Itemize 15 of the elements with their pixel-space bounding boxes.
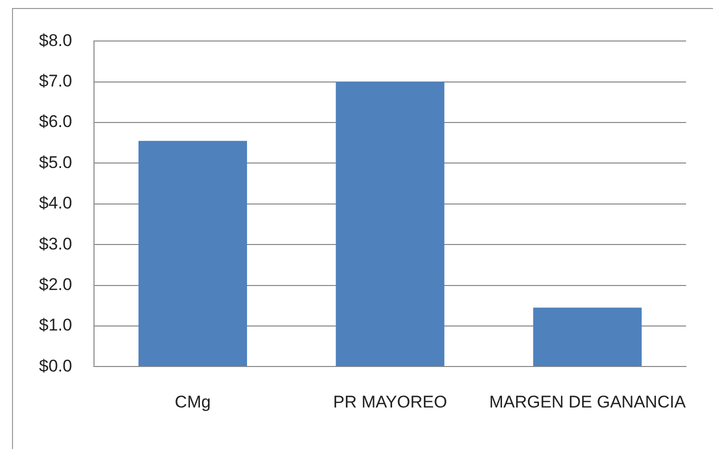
bar: [533, 308, 642, 366]
x-tick-label: CMg: [174, 392, 211, 412]
y-tick-label: $4.0: [38, 194, 72, 213]
y-tick-label: $3.0: [38, 234, 72, 254]
y-tick-label: $0.0: [38, 356, 72, 376]
y-tick-label: $1.0: [38, 316, 72, 335]
y-tick-label: $5.0: [38, 152, 72, 172]
y-tick-label: $6.0: [38, 112, 72, 132]
x-tick-label: MARGEN DE GANANCIA: [489, 392, 686, 412]
bar: [336, 82, 444, 366]
y-tick-label: $7.0: [38, 72, 72, 91]
y-tick-label: $2.0: [38, 274, 72, 294]
bar: [138, 140, 248, 366]
y-tick-label: $8.0: [38, 30, 72, 50]
x-tick-label: PR MAYOREO: [333, 392, 448, 412]
